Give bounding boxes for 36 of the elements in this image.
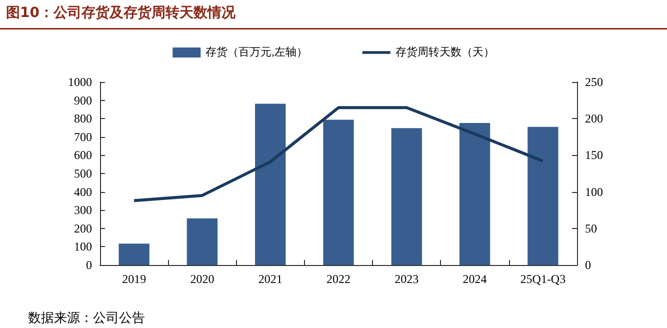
y-tick-label: 100	[74, 240, 92, 254]
source-note: 数据来源：公司公告	[28, 311, 145, 326]
legend-label: 存货（百万元,左轴）	[206, 46, 308, 58]
y2-tick-label: 250	[585, 75, 603, 89]
y-tick-label: 600	[74, 148, 92, 162]
x-tick-label: 2021	[258, 272, 282, 286]
y-tick-label: 800	[74, 112, 92, 126]
x-tick-label: 2022	[326, 272, 350, 286]
bar	[186, 218, 218, 265]
chart-title: 图10：公司存货及存货周转天数情况	[6, 5, 236, 21]
bar	[323, 120, 354, 265]
y2-tick-label: 0	[585, 258, 591, 272]
y-tick-label: 200	[74, 221, 92, 236]
x-tick-label: 2024	[462, 272, 487, 286]
x-tick-label: 25Q1-Q3	[520, 272, 566, 286]
bar	[391, 128, 422, 265]
x-tick-label: 2023	[394, 272, 419, 286]
x-tick-label: 2019	[122, 272, 146, 286]
legend-label: 存货周转天数（天）	[395, 46, 494, 58]
y-tick-label: 0	[86, 258, 92, 272]
y2-tick-label: 150	[585, 148, 603, 162]
y-tick-label: 700	[74, 130, 92, 144]
y2-tick-label: 100	[585, 184, 603, 199]
y-tick-label: 1000	[68, 75, 92, 89]
y-tick-label: 300	[74, 203, 92, 218]
bar	[528, 126, 558, 265]
bar	[118, 244, 150, 265]
x-tick-label: 2020	[190, 272, 214, 286]
y-tick-label: 400	[74, 184, 92, 199]
bar	[255, 104, 286, 265]
y-tick-label: 500	[74, 166, 92, 180]
y-tick-label: 900	[74, 93, 92, 108]
line-series	[132, 106, 544, 202]
bar	[459, 122, 490, 265]
y2-tick-label: 200	[585, 112, 603, 126]
y2-tick-label: 50	[585, 221, 597, 236]
